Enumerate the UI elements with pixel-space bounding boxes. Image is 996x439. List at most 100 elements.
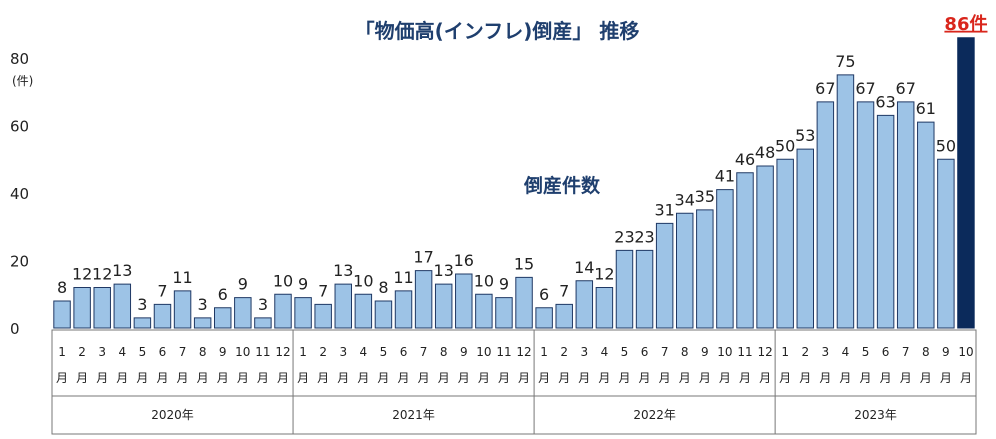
value-label: 7: [559, 281, 569, 300]
value-label: 31: [654, 200, 674, 219]
month-suffix-label: 月: [618, 371, 630, 385]
month-suffix-label: 月: [217, 371, 229, 385]
month-number-label: 12: [757, 345, 772, 359]
value-label: 23: [614, 227, 634, 246]
value-label: 13: [333, 261, 353, 280]
bar: [655, 222, 674, 329]
bar: [53, 300, 71, 329]
month-suffix-label: 月: [558, 371, 570, 385]
bar: [756, 165, 774, 329]
bar: [575, 280, 594, 329]
month-number-label: 9: [460, 345, 468, 359]
month-suffix-label: 月: [659, 371, 671, 385]
chart-title: 「物価高(インフレ)倒産」 推移: [355, 19, 640, 43]
value-label: 15: [514, 254, 534, 273]
month-number-label: 4: [842, 345, 850, 359]
bar: [796, 148, 814, 329]
bar: [515, 276, 533, 329]
value-label: 6: [539, 285, 549, 304]
category-axis: 1月2月3月4月5月6月7月8月9月10月11月12月1月2月3月4月5月6月7…: [51, 329, 977, 435]
y-axis-ticks: 0 20 40 60 80: [10, 50, 29, 338]
value-label: 13: [434, 261, 454, 280]
value-label: 17: [413, 248, 433, 267]
month-suffix-label: 月: [578, 371, 590, 385]
month-suffix-label: 月: [639, 371, 651, 385]
month-suffix-label: 月: [76, 371, 88, 385]
bar: [776, 158, 794, 329]
value-label: 41: [715, 167, 735, 186]
bar: [133, 317, 152, 329]
bar: [354, 293, 373, 329]
month-number-label: 10: [235, 345, 250, 359]
month-number-label: 12: [516, 345, 531, 359]
bar: [896, 101, 915, 329]
bar: [635, 249, 654, 329]
bar: [314, 303, 332, 329]
value-label: 3: [258, 295, 268, 314]
month-number-label: 6: [882, 345, 890, 359]
value-label: 9: [499, 275, 509, 294]
bar: [153, 303, 172, 329]
month-suffix-label: 月: [799, 371, 811, 385]
value-label: 7: [157, 281, 167, 300]
value-label: 67: [896, 79, 916, 98]
month-number-label: 3: [339, 345, 347, 359]
month-number-label: 7: [179, 345, 187, 359]
month-suffix-label: 月: [317, 371, 329, 385]
bar: [374, 300, 393, 329]
value-label: 11: [172, 268, 192, 287]
month-suffix-label: 月: [960, 371, 972, 385]
value-label: 67: [815, 79, 835, 98]
month-suffix-label: 月: [759, 371, 771, 385]
bar: [274, 293, 292, 329]
bar: [595, 287, 614, 329]
year-label: 2021年: [392, 408, 435, 422]
month-suffix-label: 月: [136, 371, 148, 385]
bar: [495, 297, 513, 329]
month-number-label: 9: [942, 345, 950, 359]
month-suffix-label: 月: [438, 371, 450, 385]
month-suffix-label: 月: [458, 371, 470, 385]
month-suffix-label: 月: [860, 371, 872, 385]
bar: [73, 287, 91, 329]
month-suffix-label: 月: [538, 371, 550, 385]
month-suffix-label: 月: [518, 371, 530, 385]
month-suffix-label: 月: [116, 371, 128, 385]
value-label: 10: [273, 271, 293, 290]
y-tick-label: 80: [10, 50, 29, 68]
year-label: 2023年: [854, 408, 897, 422]
month-number-label: 4: [360, 345, 368, 359]
bar: [615, 249, 634, 329]
month-suffix-label: 月: [880, 371, 892, 385]
month-suffix-label: 月: [96, 371, 108, 385]
month-suffix-label: 月: [699, 371, 711, 385]
value-label: 63: [875, 92, 895, 111]
month-suffix-label: 月: [418, 371, 430, 385]
value-label: 67: [855, 79, 875, 98]
month-number-label: 4: [118, 345, 126, 359]
bar: [334, 283, 352, 329]
value-label: 53: [795, 126, 815, 145]
month-number-label: 10: [958, 345, 973, 359]
bar: [856, 101, 875, 329]
value-label: 75: [835, 52, 855, 71]
value-label: 12: [92, 265, 112, 284]
month-suffix-label: 月: [337, 371, 349, 385]
value-label: 46: [735, 150, 755, 169]
bar: [676, 212, 694, 329]
bar: [876, 114, 895, 329]
bar: [917, 121, 935, 329]
bar: [736, 172, 754, 329]
value-label: 23: [634, 227, 654, 246]
value-label: 10: [474, 271, 494, 290]
highlight-value-label: 86件: [944, 13, 987, 35]
month-number-label: 8: [440, 345, 448, 359]
y-tick-label: 20: [10, 253, 29, 271]
series-label: 倒産件数: [523, 174, 601, 197]
month-suffix-label: 月: [277, 371, 289, 385]
month-number-label: 11: [737, 345, 752, 359]
month-suffix-label: 月: [940, 371, 952, 385]
month-number-label: 3: [580, 345, 588, 359]
axis-frame: [51, 329, 977, 435]
value-label: 3: [198, 295, 208, 314]
